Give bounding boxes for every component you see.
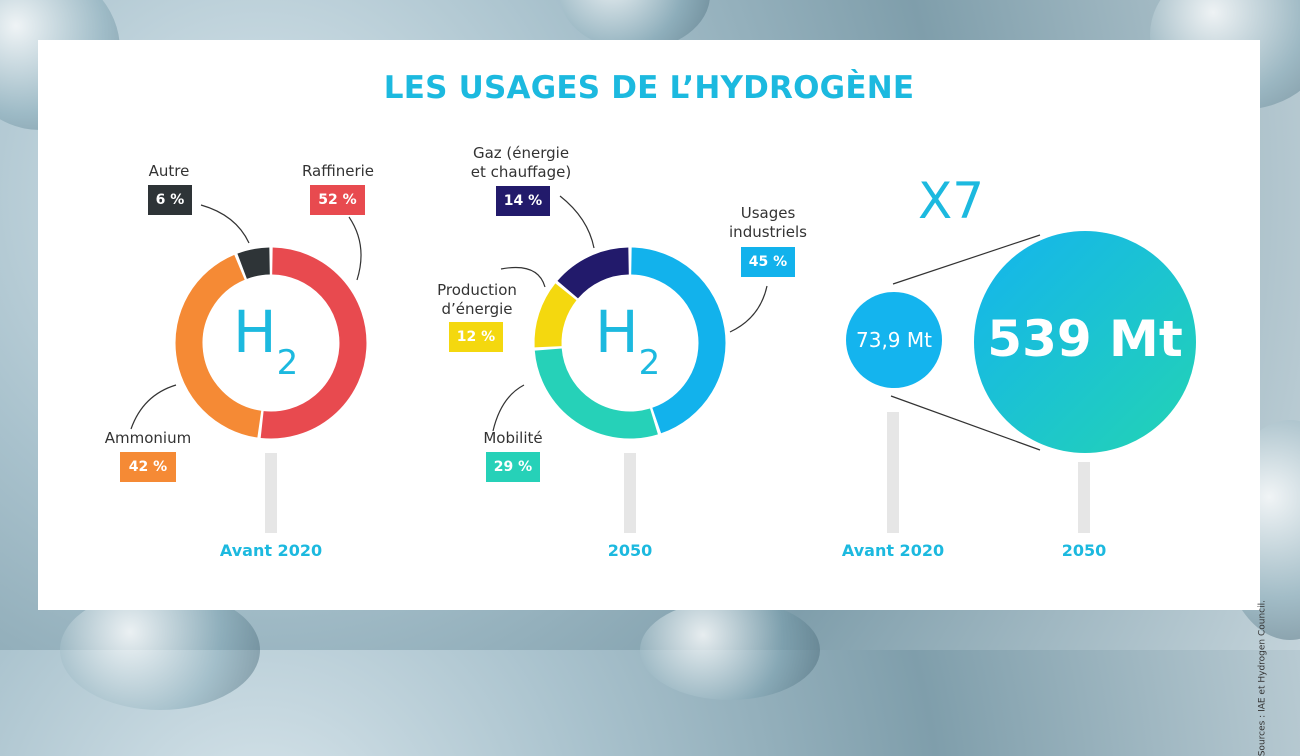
connector-autre (200, 204, 250, 244)
badge-mobilite: 29 % (486, 452, 540, 482)
bubble-connector-top (892, 234, 1041, 285)
connector-raffinerie (348, 216, 362, 281)
badge-ammonium: 42 % (120, 452, 176, 482)
donut-chart-2050 (534, 247, 726, 439)
badge-gaz: 14 % (496, 186, 550, 216)
stand-bar (887, 412, 899, 533)
connector-usages (729, 285, 768, 333)
label-raffinerie: Raffinerie (301, 162, 375, 180)
background-bubble (640, 600, 820, 700)
h2-symbol: H2 (595, 298, 661, 383)
donut-slice-autre (237, 247, 271, 280)
connector-ammonium (130, 384, 177, 430)
stand-bar (1078, 462, 1090, 533)
donut-slice-gaz-nergie-et-chauffage- (557, 247, 630, 299)
infographic-panel: LES USAGES DE L’HYDROGÈNE H2 H2 A (38, 40, 1260, 610)
bubble-before-2020 (846, 292, 942, 388)
label-ammonium: Ammonium (104, 429, 192, 447)
bubble-connector-bottom (890, 395, 1041, 451)
label-autre: Autre (148, 162, 190, 180)
label-production: Production d’énergie (437, 281, 517, 318)
year-label: 2050 (1061, 541, 1107, 560)
value-before-2020: 73,9 Mt (856, 328, 932, 352)
label-usages-industriels: Usages industriels (729, 204, 807, 241)
bubble-2050 (974, 231, 1196, 453)
infographic-title: LES USAGES DE L’HYDROGÈNE (383, 70, 915, 106)
chart-canvas (130, 195, 1196, 533)
year-label: Avant 2020 (841, 541, 945, 560)
connector-production (500, 266, 546, 288)
value-2050: 539 Mt (987, 310, 1183, 368)
badge-autre: 6 % (148, 185, 192, 215)
badge-usages-industriels: 45 % (741, 247, 795, 277)
multiplier-label: X7 (918, 172, 985, 230)
connector-mobilite (492, 384, 525, 432)
donut-slice-production-d-nergie (534, 283, 577, 348)
stand-bar (265, 453, 277, 533)
badge-production: 12 % (449, 322, 503, 352)
donut-slice-usages-industriels (630, 247, 726, 434)
donut-chart-before-2020 (175, 247, 367, 439)
donut-slice-ammonium (175, 254, 262, 438)
h2-symbol: H2 (233, 298, 299, 383)
donut-slice-mobilit- (534, 348, 658, 439)
donut-slice-raffinerie (260, 247, 367, 439)
label-mobilite: Mobilité (483, 429, 543, 447)
year-label: 2050 (607, 541, 653, 560)
year-label: Avant 2020 (219, 541, 323, 560)
source-note: Sources : IAE et Hydrogen Council. (1257, 600, 1267, 756)
badge-raffinerie: 52 % (310, 185, 365, 215)
label-gaz: Gaz (énergie et chauffage) (470, 144, 572, 181)
connector-gaz (559, 195, 595, 249)
stand-bar (624, 453, 636, 533)
